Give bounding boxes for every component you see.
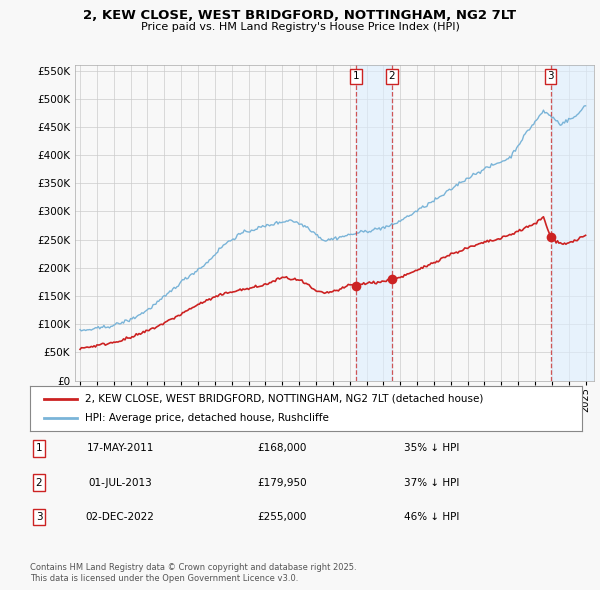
Bar	[356, 65, 392, 381]
Text: 2: 2	[388, 71, 395, 81]
Bar	[551, 65, 594, 381]
Text: £255,000: £255,000	[257, 512, 307, 522]
Text: 2: 2	[35, 478, 43, 487]
Text: 3: 3	[547, 71, 554, 81]
Text: 46% ↓ HPI: 46% ↓ HPI	[404, 512, 460, 522]
Text: Price paid vs. HM Land Registry's House Price Index (HPI): Price paid vs. HM Land Registry's House …	[140, 22, 460, 32]
Text: 37% ↓ HPI: 37% ↓ HPI	[404, 478, 460, 487]
Text: 01-JUL-2013: 01-JUL-2013	[88, 478, 152, 487]
Text: 35% ↓ HPI: 35% ↓ HPI	[404, 444, 460, 453]
Text: 3: 3	[35, 512, 43, 522]
Text: 1: 1	[35, 444, 43, 453]
Text: £179,950: £179,950	[257, 478, 307, 487]
Text: 1: 1	[353, 71, 359, 81]
Text: 2, KEW CLOSE, WEST BRIDGFORD, NOTTINGHAM, NG2 7LT: 2, KEW CLOSE, WEST BRIDGFORD, NOTTINGHAM…	[83, 9, 517, 22]
Text: £168,000: £168,000	[257, 444, 307, 453]
Text: HPI: Average price, detached house, Rushcliffe: HPI: Average price, detached house, Rush…	[85, 414, 329, 423]
Text: 2, KEW CLOSE, WEST BRIDGFORD, NOTTINGHAM, NG2 7LT (detached house): 2, KEW CLOSE, WEST BRIDGFORD, NOTTINGHAM…	[85, 394, 484, 404]
Text: Contains HM Land Registry data © Crown copyright and database right 2025.
This d: Contains HM Land Registry data © Crown c…	[30, 563, 356, 583]
Text: 17-MAY-2011: 17-MAY-2011	[86, 444, 154, 453]
Text: 02-DEC-2022: 02-DEC-2022	[86, 512, 154, 522]
